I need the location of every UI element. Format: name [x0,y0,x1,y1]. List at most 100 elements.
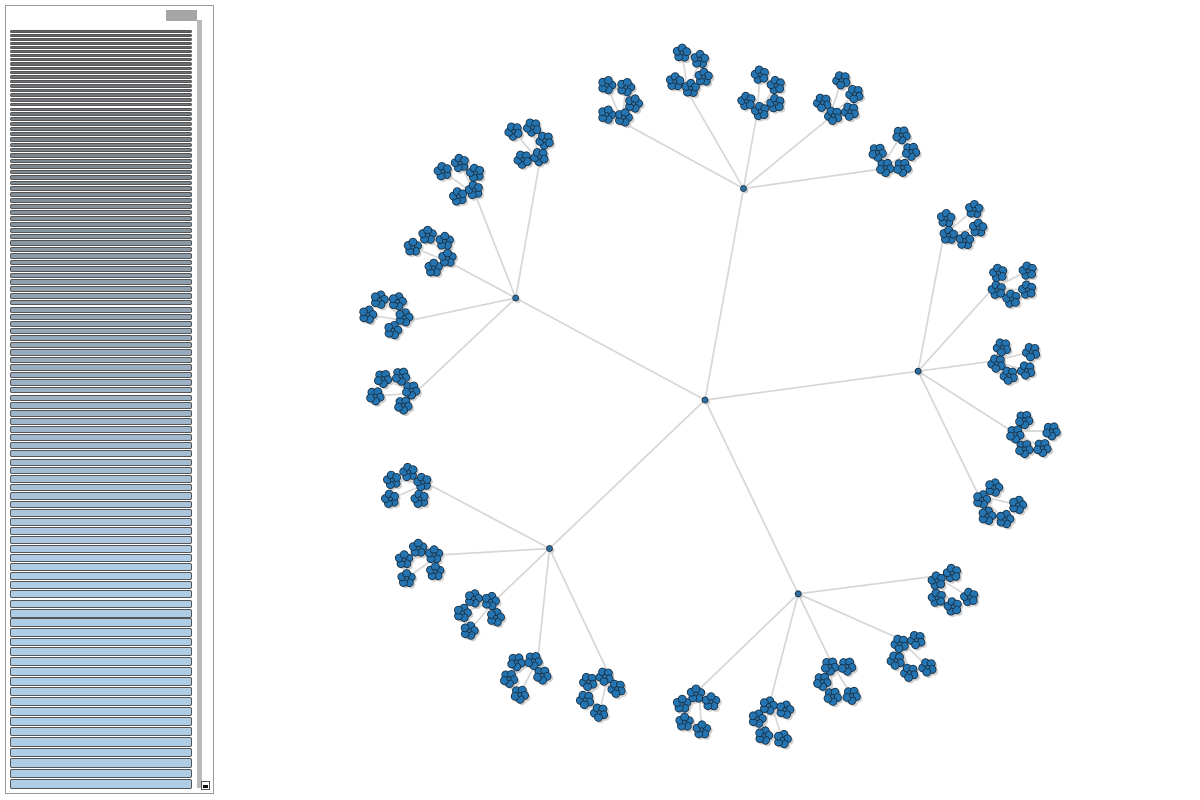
flower-center[interactable] [404,576,409,581]
bar-row[interactable] [10,45,192,49]
flower-center[interactable] [431,265,437,271]
bar-row[interactable] [10,768,192,779]
bar-row[interactable] [10,327,192,334]
flower-center[interactable] [679,50,685,56]
bar-row[interactable] [10,657,192,666]
bar-row[interactable] [10,272,192,279]
flower-center[interactable] [400,402,406,408]
flower-center[interactable] [693,691,699,697]
bar-row[interactable] [10,356,192,364]
bar-row[interactable] [10,426,192,433]
bar-row[interactable] [10,84,192,88]
bar-row[interactable] [10,386,192,394]
bar-row[interactable] [10,500,192,509]
flower-center[interactable] [614,686,620,691]
flower-center[interactable] [782,707,788,712]
flower-center[interactable] [899,165,905,170]
flower-center[interactable] [472,170,478,176]
bar-row[interactable] [10,98,192,102]
flower-center[interactable] [849,693,854,698]
flower-center[interactable] [979,497,985,502]
bar-row[interactable] [10,228,192,234]
flower-center[interactable] [410,244,416,250]
flower-center[interactable] [408,387,414,393]
flower-center[interactable] [950,604,956,609]
flower-center[interactable] [819,679,825,684]
flower-center[interactable] [602,674,608,679]
flower-center[interactable] [1006,373,1012,378]
flower-center[interactable] [1021,417,1027,423]
flower-center[interactable] [844,663,850,669]
flower-center[interactable] [582,697,588,703]
flower-center[interactable] [401,557,407,563]
flower-center[interactable] [442,238,448,244]
bar-row[interactable] [10,628,192,637]
bar-row[interactable] [10,371,192,379]
bar-row[interactable] [10,221,192,227]
root-node[interactable] [701,396,709,404]
bar-row[interactable] [10,70,192,75]
flower-center[interactable] [621,115,626,120]
flower-center[interactable] [513,659,519,665]
bar-row[interactable] [10,544,192,553]
bar-row[interactable] [10,253,192,259]
bar-row[interactable] [10,394,192,402]
bar-row[interactable] [10,706,192,716]
flower-center[interactable] [1009,296,1015,302]
bar-row[interactable] [10,599,192,608]
flower-center[interactable] [389,477,395,483]
flower-center[interactable] [827,663,833,669]
bar-row[interactable] [10,442,192,450]
bar-row[interactable] [10,306,192,313]
flower-center[interactable] [754,716,760,722]
flower-center[interactable] [406,469,412,475]
bar-row[interactable] [10,676,192,686]
branch-hub[interactable] [512,294,520,302]
flower-center[interactable] [679,701,685,707]
branch-hub[interactable] [740,185,747,192]
bar-row[interactable] [10,279,192,285]
tree-nodes[interactable] [359,43,1061,749]
bar-row[interactable] [10,526,192,535]
bar-row[interactable] [10,492,192,500]
bar-row[interactable] [10,53,192,58]
flower-center[interactable] [975,225,981,231]
flower-center[interactable] [897,641,903,647]
flower-center[interactable] [511,128,517,134]
bar-row[interactable] [10,147,192,153]
bar-row[interactable] [10,716,192,727]
flower-center[interactable] [537,154,542,160]
scrollbar-track[interactable] [197,20,202,788]
flower-center[interactable] [688,85,693,91]
bar-row[interactable] [10,553,192,562]
flower-center[interactable] [398,373,404,379]
bar-row[interactable] [10,58,192,62]
flower-center[interactable] [488,598,493,604]
flower-center[interactable] [946,232,951,238]
bar-row[interactable] [10,41,192,45]
flower-center[interactable] [820,100,825,105]
flower-center[interactable] [757,108,763,114]
bar-row[interactable] [10,647,192,656]
bar-row[interactable] [10,88,192,93]
bar-row[interactable] [10,203,192,209]
bar-row[interactable] [10,518,192,526]
flower-center[interactable] [996,270,1001,276]
flower-center[interactable] [994,287,1000,293]
bar-row[interactable] [10,292,192,299]
flower-center[interactable] [376,297,382,303]
flower-center[interactable] [914,637,919,643]
bar-row[interactable] [10,153,192,158]
bar-row[interactable] [10,334,192,341]
flower-center[interactable] [773,100,778,106]
bar-row[interactable] [10,102,192,107]
flower-center[interactable] [631,101,636,106]
flower-center[interactable] [506,676,512,682]
flower-center[interactable] [387,496,393,502]
bar-row[interactable] [10,450,192,458]
flower-center[interactable] [830,694,835,699]
flower-center[interactable] [604,82,610,88]
bar-row[interactable] [10,581,192,590]
bar-row[interactable] [10,33,192,37]
flower-center[interactable] [744,98,750,104]
